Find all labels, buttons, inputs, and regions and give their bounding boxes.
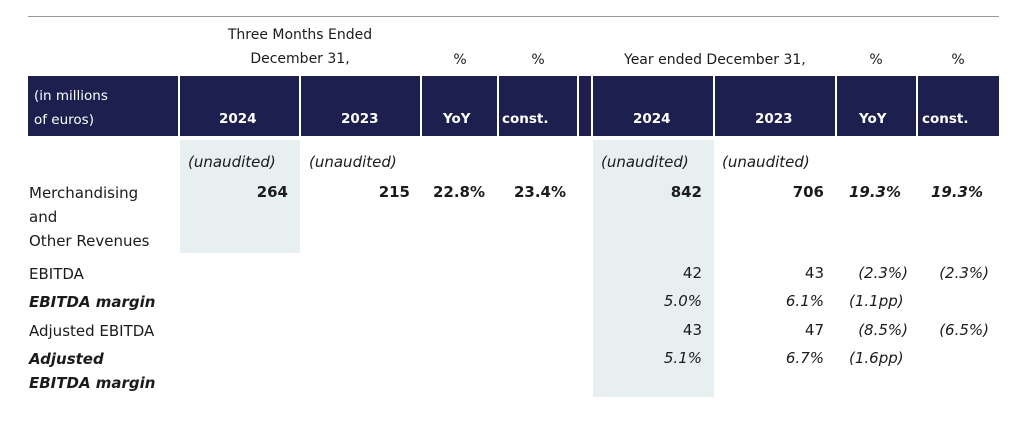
band-y-const — [918, 76, 999, 136]
band-y-yoy — [837, 76, 916, 136]
merch-q-2024: 264 — [256, 183, 288, 201]
ebitda-y-yoy: (2.3%) — [858, 264, 908, 282]
merch-y-const: 19.3% — [930, 183, 983, 201]
merch-y-yoy: 19.3% — [848, 183, 901, 201]
shade-q-2024 — [180, 140, 300, 253]
unit-label: (in millions of euros) — [34, 88, 108, 128]
band-q-2023 — [301, 76, 420, 136]
merch-q-2023: 215 — [378, 183, 410, 201]
pct-header-y-const: % — [951, 52, 965, 68]
ebitda-margin-y-2023: 6.1% — [785, 292, 824, 310]
band-q-yoy — [422, 76, 497, 136]
adj-margin-y-yoy: (1.6pp) — [849, 349, 904, 367]
three-months-header-line2: December 31, — [250, 51, 350, 67]
col-header-y-yoy: YoY — [859, 111, 887, 127]
merch-q-const: 23.4% — [513, 183, 566, 201]
band-y-2024 — [593, 76, 713, 136]
unaudited-y-2023: (unaudited) — [722, 153, 810, 171]
band-q-2024 — [180, 76, 299, 136]
ebitda-y-2024: 42 — [682, 264, 702, 282]
pct-header-q-yoy: % — [453, 52, 467, 68]
col-header-q-yoy: YoY — [443, 111, 471, 127]
unaudited-y-2024: (unaudited) — [601, 153, 689, 171]
row-label-merchandising: Merchandising and Other Revenues — [29, 184, 150, 250]
col-header-q-2023: 2023 — [341, 111, 379, 127]
col-header-q-2024: 2024 — [219, 111, 257, 127]
ebitda-margin-y-yoy: (1.1pp) — [849, 292, 904, 310]
col-header-y-const: const. — [922, 111, 969, 127]
merch-y-2023: 706 — [792, 183, 824, 201]
adj-margin-y-2024: 5.1% — [663, 349, 702, 367]
adj-ebitda-y-yoy: (8.5%) — [858, 321, 908, 339]
band-spacer — [579, 76, 591, 136]
band-unit — [28, 76, 178, 136]
band-q-const — [499, 76, 577, 136]
ebitda-margin-y-2024: 5.0% — [663, 292, 702, 310]
adj-margin-y-2023: 6.7% — [785, 349, 824, 367]
merch-y-2024: 842 — [670, 183, 702, 201]
pct-header-q-const: % — [531, 52, 545, 68]
pct-header-y-yoy: % — [869, 52, 883, 68]
unaudited-q-2023: (unaudited) — [309, 153, 397, 171]
col-header-y-2023: 2023 — [755, 111, 793, 127]
adj-ebitda-y-2023: 47 — [804, 321, 824, 339]
row-label-adjusted-ebitda-margin: Adjusted EBITDA margin — [29, 350, 156, 392]
adj-ebitda-y-2024: 43 — [682, 321, 702, 339]
merch-q-yoy: 22.8% — [432, 183, 485, 201]
row-label-ebitda: EBITDA — [29, 265, 84, 283]
row-label-adjusted-ebitda: Adjusted EBITDA — [29, 322, 155, 340]
col-header-y-2024: 2024 — [633, 111, 671, 127]
unaudited-q-2024: (unaudited) — [188, 153, 276, 171]
ebitda-y-2023: 43 — [804, 264, 824, 282]
year-ended-header: Year ended December 31, — [624, 52, 806, 68]
ebitda-y-const: (2.3%) — [939, 264, 989, 282]
three-months-header-line1: Three Months Ended — [227, 27, 373, 43]
shade-y-2024 — [593, 140, 714, 397]
adj-ebitda-y-const: (6.5%) — [939, 321, 989, 339]
band-y-2023 — [715, 76, 835, 136]
row-label-ebitda-margin: EBITDA margin — [29, 293, 156, 311]
col-header-q-const: const. — [502, 111, 549, 127]
top-rule — [28, 16, 999, 17]
